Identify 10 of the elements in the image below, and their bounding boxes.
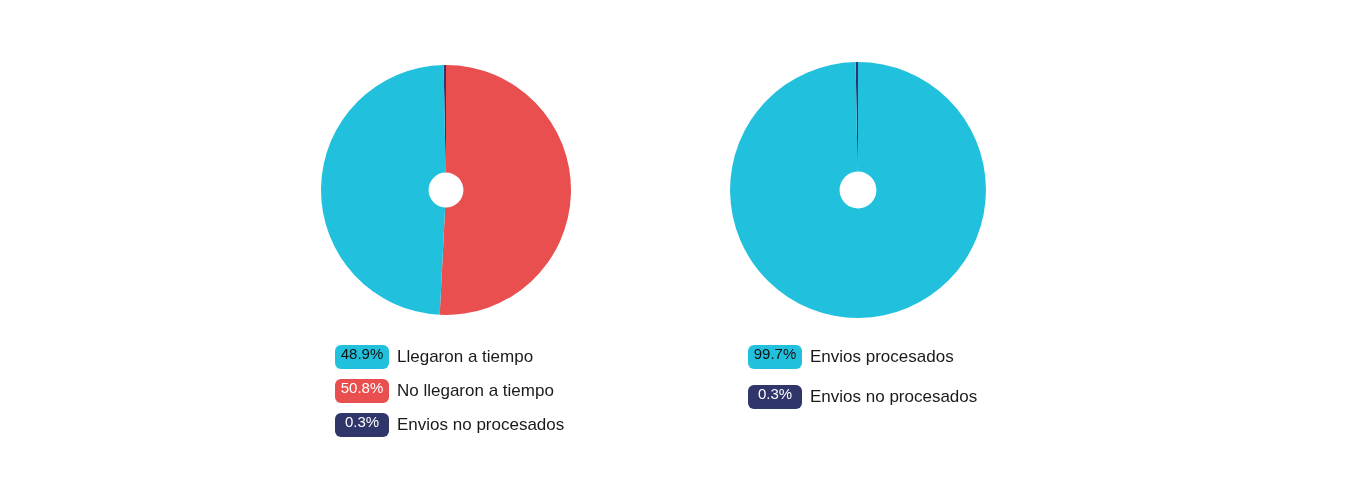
legend-label: Envios procesados [810, 347, 954, 367]
legend-label: Envios no procesados [397, 415, 565, 435]
legend-label: Llegaron a tiempo [397, 347, 534, 367]
data-label: 0.3% [335, 413, 389, 437]
legend-label: No llegaron a tiempo [397, 381, 554, 401]
data-label: 0.3% [748, 385, 802, 409]
legend-label: Envios no procesados [810, 387, 978, 407]
data-label: 99.7% [748, 345, 802, 369]
data-label: 48.9% [335, 345, 389, 369]
data-label: 50.8% [335, 379, 389, 403]
